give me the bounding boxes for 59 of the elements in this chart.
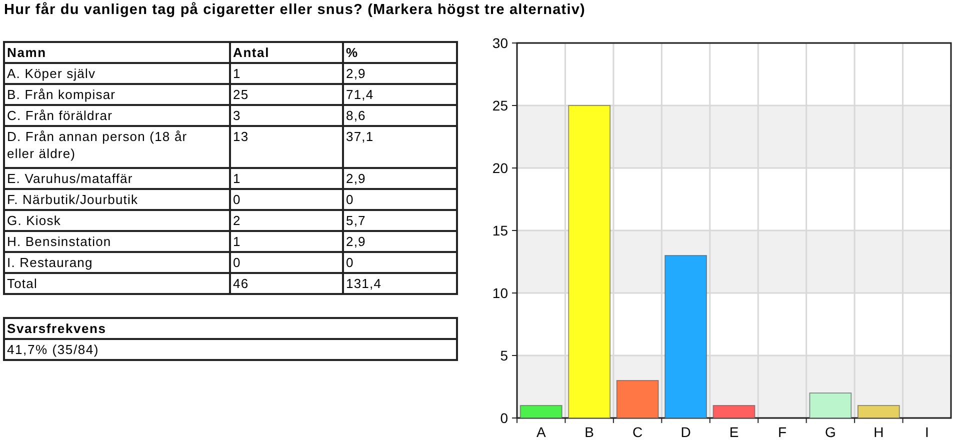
x-tick-label: F: [778, 424, 787, 440]
series-label: Antal: [233, 45, 270, 60]
text: %: [346, 45, 358, 60]
category-label: D. Från annan person (18 år eller äldre): [7, 129, 188, 161]
category-label: E. Varuhus/mataffär: [7, 171, 133, 186]
data-label: 0: [346, 255, 354, 270]
data-label: 2: [233, 213, 241, 228]
x-tick-label: A: [536, 424, 546, 440]
y-tick-label: 20: [492, 160, 508, 176]
data-label: 5,7: [346, 213, 366, 228]
data-label: 25: [233, 87, 249, 102]
data-label: 1: [233, 66, 241, 81]
x-tick-label: C: [632, 424, 643, 440]
y-tick-label: 25: [492, 97, 508, 114]
category-label: G. Kiosk: [7, 213, 61, 228]
bar: [857, 405, 900, 418]
y-tick-label: 0: [500, 410, 508, 426]
text: Svarsfrekvens: [7, 321, 106, 336]
x-tick-label: I: [924, 424, 929, 440]
data-label: 71,4: [346, 87, 374, 102]
category-label: C. Från föräldrar: [7, 108, 113, 123]
y-tick-label: 15: [492, 222, 508, 238]
bar: [568, 105, 611, 418]
data-label: 131,4: [346, 276, 382, 291]
data-label: 2,9: [346, 66, 366, 81]
category-label: A. Köper själv: [7, 66, 96, 81]
y-tick-label: 30: [492, 34, 508, 51]
data-label: 13: [233, 129, 249, 144]
data-label: 46: [233, 276, 249, 291]
data-label: 37,1: [346, 129, 374, 144]
text: Hur får du vanligen tag på cigaretter eller snus? (Markera högst tre alternativ): [4, 2, 586, 18]
bar: [809, 392, 852, 418]
data-label: 1: [233, 234, 241, 249]
data-label: 3: [233, 108, 241, 123]
category-label: F. Närbutik/Jourbutik: [7, 192, 138, 207]
x-tick-label: G: [825, 424, 836, 440]
category-label: B. Från kompisar: [7, 87, 116, 102]
bar: [664, 255, 708, 418]
data-label: 8,6: [346, 108, 366, 123]
bar: [616, 380, 659, 418]
data-label: 0: [233, 192, 241, 207]
data-label: 0: [233, 255, 241, 270]
category-label: I. Restaurang: [7, 255, 93, 270]
data-label: 1: [233, 171, 241, 186]
data-label: 2,9: [346, 234, 366, 249]
bar: [712, 405, 756, 418]
text: Namn: [7, 45, 46, 60]
x-tick-label: H: [874, 424, 884, 440]
y-tick-label: 10: [492, 284, 508, 301]
data-label: 0: [346, 192, 354, 207]
y-tick-label: 5: [500, 347, 508, 364]
x-tick-label: B: [584, 424, 594, 440]
data-label: 2,9: [346, 171, 366, 186]
bar: [520, 405, 562, 418]
category-label: Total: [7, 276, 38, 291]
x-tick-label: E: [729, 424, 739, 440]
text: 41,7% (35/84): [7, 342, 100, 357]
x-tick-label: D: [680, 424, 691, 440]
category-label: H. Bensinstation: [7, 234, 112, 249]
